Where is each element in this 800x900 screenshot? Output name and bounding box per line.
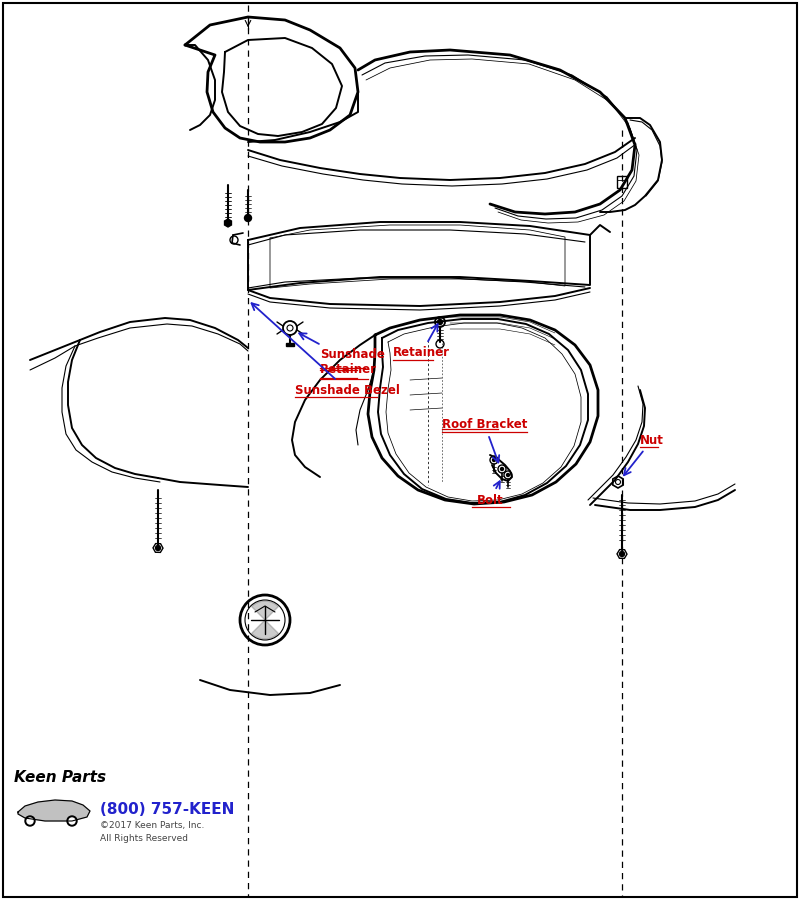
Circle shape: [506, 473, 510, 476]
Text: Roof Bracket: Roof Bracket: [442, 418, 527, 463]
Circle shape: [245, 214, 251, 221]
Circle shape: [619, 552, 625, 556]
Circle shape: [67, 816, 77, 826]
Polygon shape: [18, 800, 90, 821]
Bar: [617, 176, 627, 188]
Wedge shape: [251, 620, 278, 639]
Text: (800) 757-KEEN: (800) 757-KEEN: [100, 803, 234, 817]
Text: Nut: Nut: [624, 434, 664, 475]
Text: Sunshade
Retainer: Sunshade Retainer: [299, 333, 385, 376]
Text: ©2017 Keen Parts, Inc.
All Rights Reserved: ©2017 Keen Parts, Inc. All Rights Reserv…: [100, 821, 204, 843]
Circle shape: [501, 467, 503, 471]
Text: Bolt: Bolt: [477, 482, 503, 507]
Text: Sunshade Bezel: Sunshade Bezel: [251, 303, 400, 397]
Circle shape: [493, 458, 495, 462]
Circle shape: [155, 545, 161, 551]
Text: Retainer: Retainer: [393, 324, 450, 359]
Circle shape: [438, 320, 442, 325]
Text: Keen Parts: Keen Parts: [14, 770, 106, 785]
Wedge shape: [251, 601, 278, 620]
Bar: [286, 343, 294, 346]
Polygon shape: [613, 476, 623, 488]
Circle shape: [69, 818, 75, 824]
Circle shape: [27, 818, 33, 824]
Circle shape: [25, 816, 35, 826]
